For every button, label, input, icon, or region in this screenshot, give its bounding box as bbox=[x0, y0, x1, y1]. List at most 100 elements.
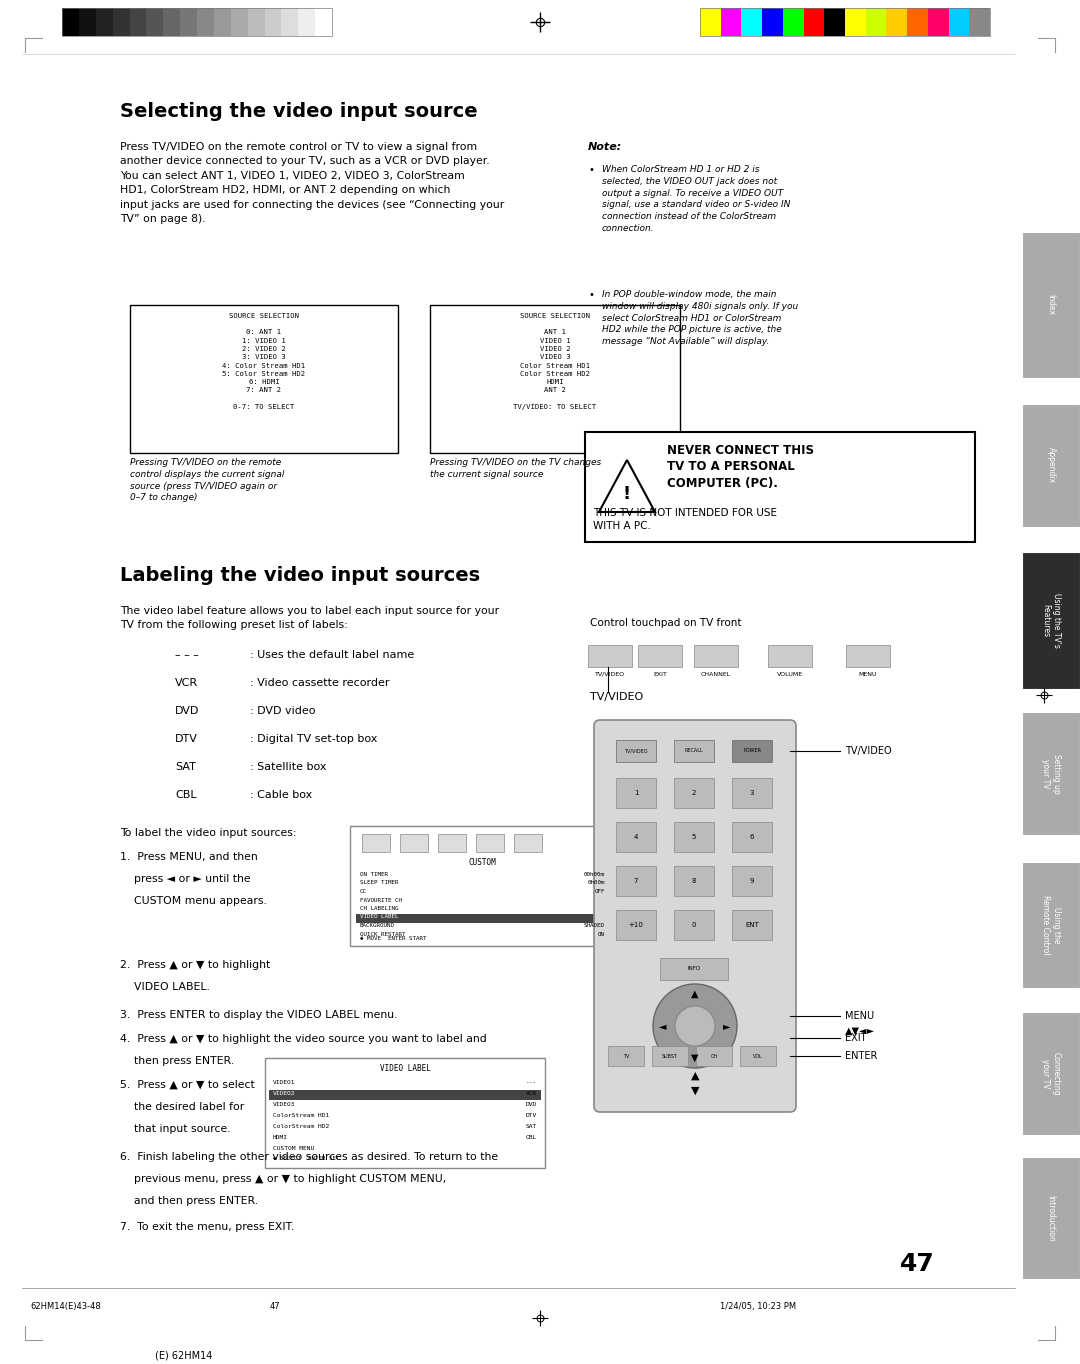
Text: DTV: DTV bbox=[526, 1113, 537, 1118]
Text: : Digital TV set-top box: : Digital TV set-top box bbox=[249, 734, 377, 743]
Text: Using the TV's
Features: Using the TV's Features bbox=[1041, 593, 1061, 648]
Text: Note:: Note: bbox=[588, 142, 622, 151]
Text: 0: 0 bbox=[692, 922, 697, 928]
Text: Connecting
your TV: Connecting your TV bbox=[1041, 1052, 1061, 1095]
Text: ColorStream HD1: ColorStream HD1 bbox=[273, 1113, 329, 1118]
Text: the desired label for: the desired label for bbox=[120, 1102, 244, 1112]
Bar bbox=[694, 645, 738, 667]
Text: Introduction: Introduction bbox=[1047, 1195, 1055, 1241]
Text: ▼: ▼ bbox=[691, 1053, 699, 1063]
Text: DTV: DTV bbox=[175, 734, 198, 743]
Bar bbox=[163, 8, 180, 35]
Text: and then press ENTER.: and then press ENTER. bbox=[120, 1196, 258, 1206]
Text: TV/VIDEO: TV/VIDEO bbox=[845, 746, 892, 756]
Text: DVD: DVD bbox=[175, 707, 200, 716]
Bar bbox=[362, 833, 390, 852]
Text: POWER: POWER bbox=[743, 749, 761, 753]
Text: Appendix: Appendix bbox=[1047, 447, 1055, 483]
Text: VIDEO3: VIDEO3 bbox=[273, 1102, 296, 1108]
Text: SOURCE SELECTION

ANT 1
VIDEO 1
VIDEO 2
VIDEO 3
Color Stream HD1
Color Stream HD: SOURCE SELECTION ANT 1 VIDEO 1 VIDEO 2 V… bbox=[513, 312, 596, 409]
Text: 9: 9 bbox=[750, 878, 754, 884]
Bar bbox=[700, 8, 990, 35]
Bar bbox=[700, 8, 720, 35]
Bar bbox=[112, 8, 130, 35]
Text: ◆ SELECT  ENTER SET: ◆ SELECT ENTER SET bbox=[273, 1157, 339, 1161]
Bar bbox=[887, 8, 907, 35]
Bar bbox=[616, 822, 656, 852]
Text: To label the video input sources:: To label the video input sources: bbox=[120, 828, 297, 837]
Bar bbox=[732, 741, 772, 762]
Text: : Satellite box: : Satellite box bbox=[249, 762, 326, 772]
Text: Index: Index bbox=[1047, 295, 1055, 315]
Text: VIDEO LABEL: VIDEO LABEL bbox=[360, 914, 399, 919]
Text: : DVD video: : DVD video bbox=[249, 707, 315, 716]
Text: FAVOURITE CH: FAVOURITE CH bbox=[360, 898, 402, 903]
FancyBboxPatch shape bbox=[594, 720, 796, 1112]
Bar bbox=[732, 866, 772, 896]
Text: VCR: VCR bbox=[526, 1091, 537, 1097]
Bar bbox=[1022, 1012, 1080, 1135]
Bar bbox=[1022, 552, 1080, 689]
Text: Setting up
your TV: Setting up your TV bbox=[1041, 753, 1061, 794]
Text: 3.  Press ENTER to display the VIDEO LABEL menu.: 3. Press ENTER to display the VIDEO LABE… bbox=[120, 1009, 397, 1020]
Bar bbox=[96, 8, 112, 35]
Text: TV/VIDEO: TV/VIDEO bbox=[590, 692, 644, 702]
Text: ENT: ENT bbox=[745, 922, 759, 928]
Text: SLEEP TIMER: SLEEP TIMER bbox=[360, 881, 399, 885]
Text: QUICK RESTART: QUICK RESTART bbox=[360, 932, 405, 937]
Text: DVD: DVD bbox=[526, 1102, 537, 1108]
Text: ON TIMER: ON TIMER bbox=[360, 872, 388, 877]
Text: ENTER: ENTER bbox=[845, 1052, 877, 1061]
Text: VIDEO LABEL: VIDEO LABEL bbox=[379, 1064, 431, 1073]
Text: EXIT: EXIT bbox=[653, 672, 667, 677]
Bar bbox=[804, 8, 824, 35]
Bar bbox=[616, 741, 656, 762]
Text: Pressing TV/VIDEO on the TV changes
the current signal source: Pressing TV/VIDEO on the TV changes the … bbox=[430, 458, 602, 479]
Circle shape bbox=[653, 983, 737, 1068]
Text: +10: +10 bbox=[629, 922, 644, 928]
Bar bbox=[740, 1046, 777, 1067]
Text: CBL: CBL bbox=[175, 790, 197, 801]
Text: 2.  Press ▲ or ▼ to highlight: 2. Press ▲ or ▼ to highlight bbox=[120, 960, 270, 970]
Bar bbox=[732, 777, 772, 807]
Text: VIDEO LABEL.: VIDEO LABEL. bbox=[120, 982, 210, 992]
Text: CUSTOM menu appears.: CUSTOM menu appears. bbox=[120, 896, 267, 906]
Bar bbox=[588, 645, 632, 667]
Text: : Uses the default label name: : Uses the default label name bbox=[249, 651, 415, 660]
Bar bbox=[1022, 232, 1080, 378]
Text: VOL: VOL bbox=[753, 1053, 762, 1058]
Text: 00h00m: 00h00m bbox=[584, 872, 605, 877]
Text: ◄: ◄ bbox=[659, 1022, 666, 1031]
Bar bbox=[350, 827, 615, 947]
Bar bbox=[476, 833, 504, 852]
Text: : Video cassette recorder: : Video cassette recorder bbox=[249, 678, 390, 687]
Bar bbox=[638, 645, 681, 667]
Bar bbox=[79, 8, 96, 35]
Text: HDMI: HDMI bbox=[273, 1135, 288, 1140]
Text: 7.  To exit the menu, press EXIT.: 7. To exit the menu, press EXIT. bbox=[120, 1222, 294, 1232]
Text: ▲: ▲ bbox=[691, 1071, 699, 1082]
Text: 1: 1 bbox=[634, 790, 638, 797]
Text: that input source.: that input source. bbox=[120, 1124, 231, 1133]
Bar bbox=[616, 910, 656, 940]
Bar bbox=[742, 8, 762, 35]
Text: 4: 4 bbox=[634, 833, 638, 840]
Bar bbox=[1022, 862, 1080, 988]
Text: TV/VIDEO: TV/VIDEO bbox=[624, 749, 648, 753]
Bar bbox=[197, 8, 214, 35]
Bar bbox=[62, 8, 79, 35]
Text: VIDEO1: VIDEO1 bbox=[273, 1080, 296, 1084]
Text: TV: TV bbox=[623, 1053, 630, 1058]
Text: ▲: ▲ bbox=[691, 989, 699, 998]
Bar bbox=[616, 777, 656, 807]
Text: NEVER CONNECT THIS
TV TO A PERSONAL
COMPUTER (PC).: NEVER CONNECT THIS TV TO A PERSONAL COMP… bbox=[667, 445, 814, 490]
Bar bbox=[62, 8, 332, 35]
Text: SAT: SAT bbox=[175, 762, 195, 772]
Text: CUSTOM MENU: CUSTOM MENU bbox=[273, 1146, 314, 1151]
Text: Labeling the video input sources: Labeling the video input sources bbox=[120, 566, 481, 585]
Text: Selecting the video input source: Selecting the video input source bbox=[120, 102, 477, 121]
Text: SUBST: SUBST bbox=[662, 1053, 678, 1058]
Text: EXIT: EXIT bbox=[845, 1033, 866, 1043]
Text: BACKGROUND: BACKGROUND bbox=[360, 923, 395, 928]
Bar bbox=[824, 8, 845, 35]
